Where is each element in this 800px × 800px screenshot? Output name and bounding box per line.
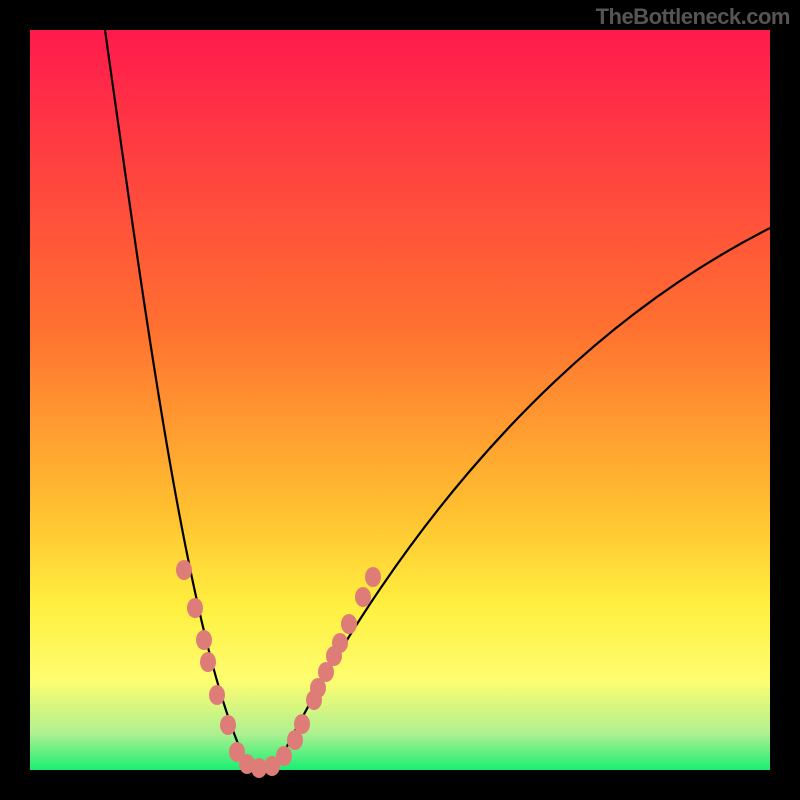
- data-marker: [276, 746, 292, 766]
- data-marker: [220, 715, 236, 735]
- data-marker: [187, 598, 203, 618]
- data-marker: [209, 685, 225, 705]
- data-marker: [365, 567, 381, 587]
- data-marker: [341, 614, 357, 634]
- data-marker: [200, 652, 216, 672]
- data-marker: [196, 630, 212, 650]
- data-marker: [355, 587, 371, 607]
- data-marker: [332, 633, 348, 653]
- data-marker: [294, 714, 310, 734]
- curve-layer: [0, 0, 800, 800]
- chart-container: TheBottleneck.com: [0, 0, 800, 800]
- watermark-text: TheBottleneck.com: [596, 4, 790, 30]
- data-marker: [176, 560, 192, 580]
